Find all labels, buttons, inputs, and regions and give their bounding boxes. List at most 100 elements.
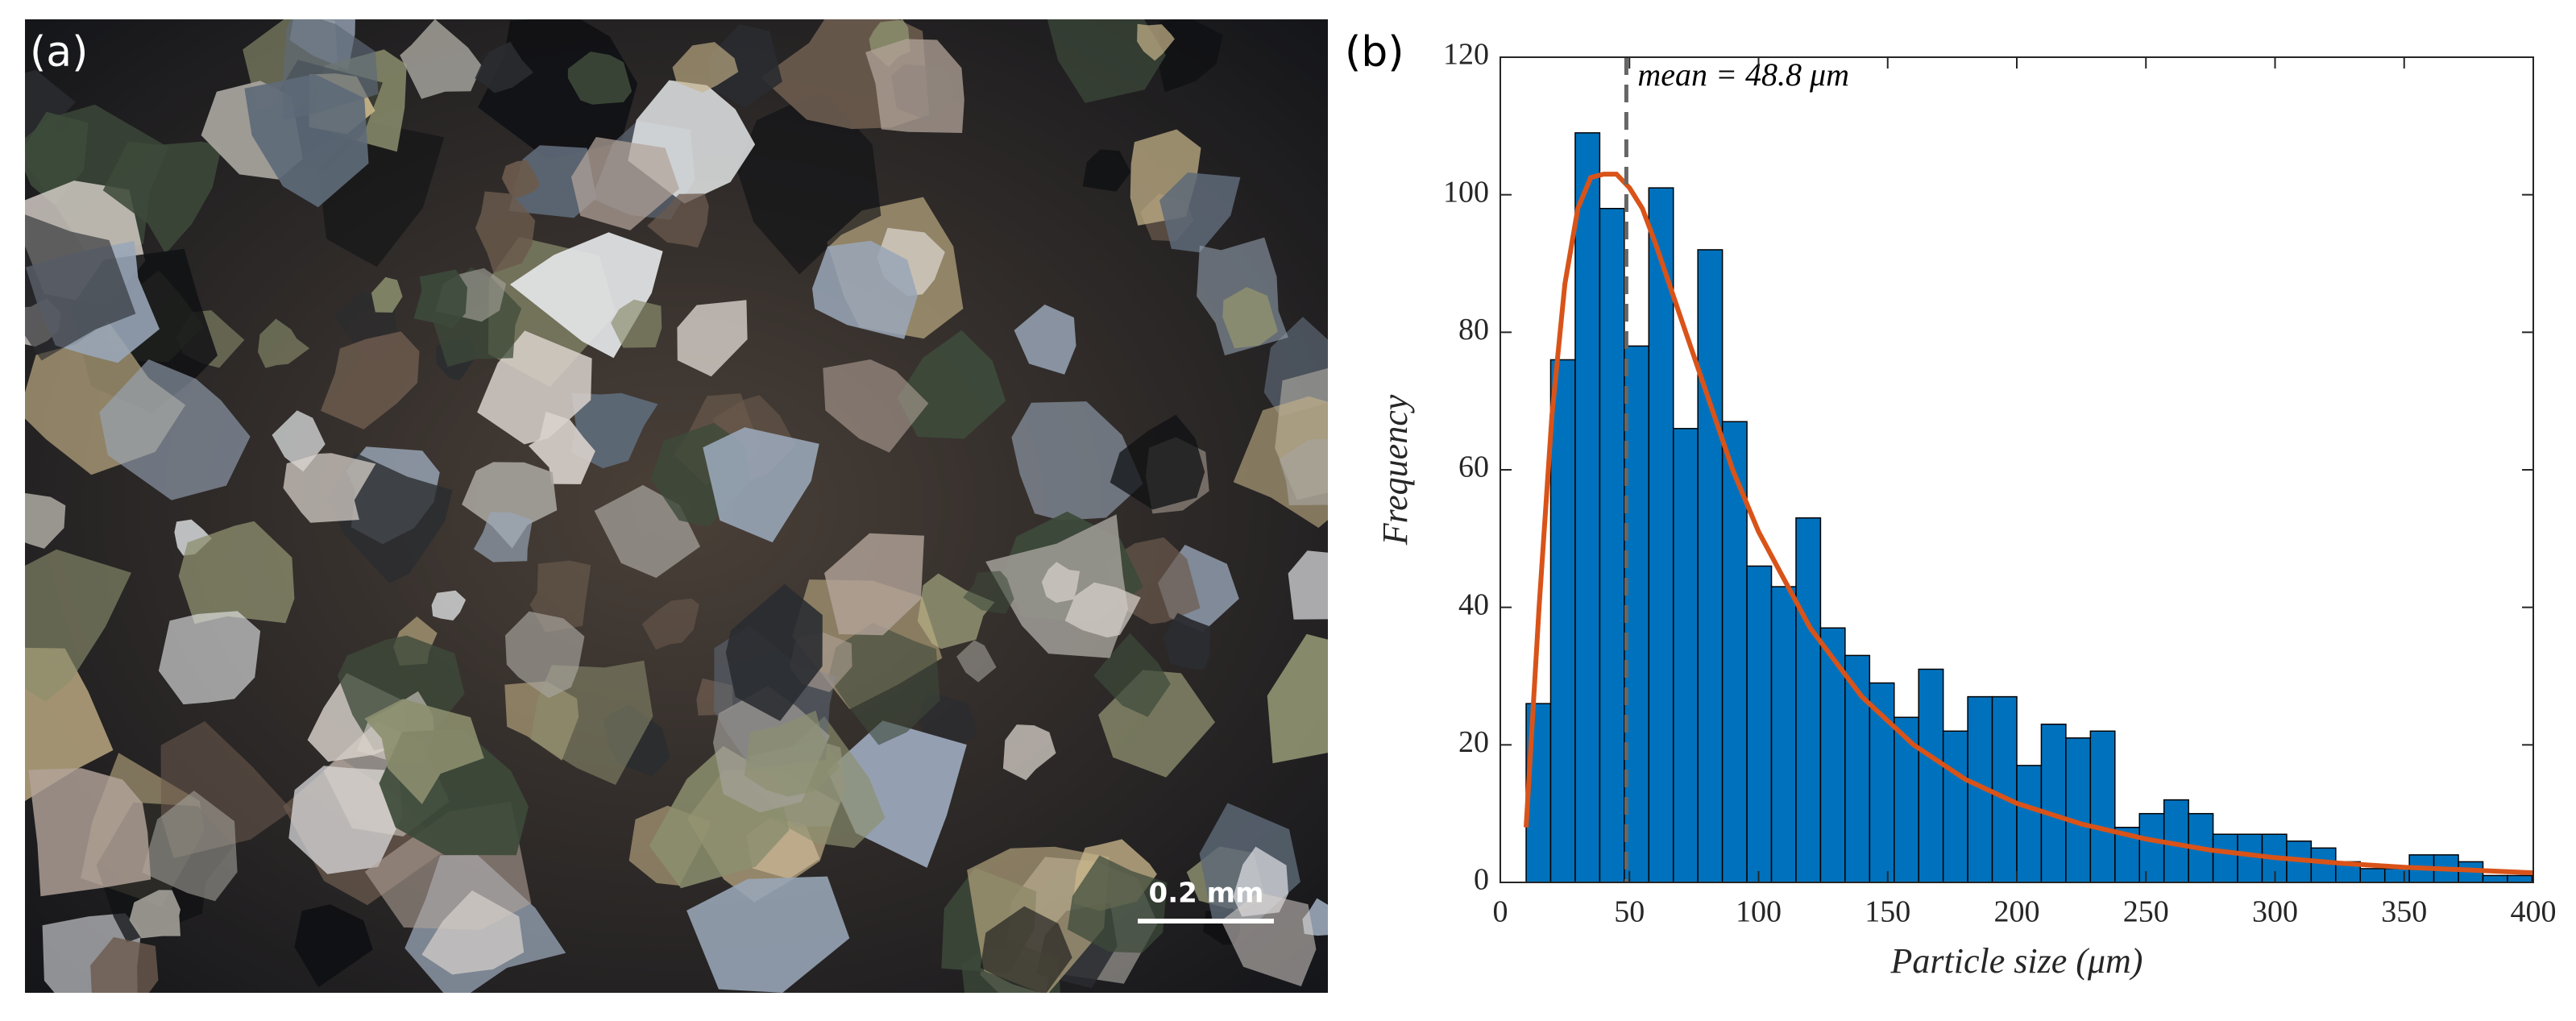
grain [283,453,376,523]
grain [1041,562,1081,603]
histogram-bar [2383,868,2410,883]
x-tick-label: 350 [2381,895,2427,929]
grain [1064,582,1141,638]
grain [963,571,1014,614]
histogram-bar [1918,668,1944,883]
histogram-bar [1795,517,1822,883]
grain [647,193,709,248]
grain [477,330,592,445]
histogram-bar [1549,359,1576,883]
grain [282,19,379,120]
grain [1082,149,1131,192]
histogram-bar [1672,428,1699,883]
grain [1011,401,1143,521]
grain [320,331,420,430]
grain [812,240,918,339]
grain [980,906,1072,993]
x-tick-label: 100 [1736,895,1782,929]
histogram-bar [1599,207,1625,883]
y-tick-label: 100 [1443,175,1489,209]
histogram-bar [2507,874,2533,883]
grain [823,359,929,453]
histogram-bar [2040,723,2067,883]
photo-grains [25,19,1328,993]
grain [1267,633,1328,764]
y-tick-label: 80 [1458,313,1489,347]
grain [508,145,597,218]
grain [364,699,484,804]
grain [294,904,373,988]
grain [1159,172,1241,253]
grain [672,42,739,93]
histogram-bar [1942,730,1968,883]
grain [258,318,310,368]
grain [1279,438,1328,505]
x-tick-label: 200 [1994,895,2040,929]
grain [725,583,823,721]
grain [413,269,467,329]
grain [824,533,924,636]
grain [865,39,964,133]
grain [142,791,238,902]
grain [570,137,679,230]
grain [1163,612,1211,670]
histogram-bar [1991,695,2018,883]
histogram-bar [1894,716,1919,883]
grain [703,427,819,543]
grain [505,611,585,699]
grain [25,549,131,702]
y-tick-label: 60 [1458,450,1489,484]
grain [529,560,591,633]
grain [501,160,540,198]
grain [1110,414,1205,510]
scale-bar-label: 0.2 mm [1149,878,1264,910]
grain [25,492,66,549]
grain [25,214,136,361]
grain [473,512,533,562]
x-tick-label: 300 [2252,895,2298,929]
grain [28,768,151,897]
histogram-bar [2482,874,2508,883]
grain [1002,724,1056,781]
x-tick-label: 150 [1865,895,1910,929]
histogram-bar [1746,565,1773,883]
grain [431,590,467,620]
x-tick-label: 250 [2123,895,2169,929]
x-tick-label: 0 [1493,895,1508,929]
histogram-bar [1770,586,1797,883]
grain [707,24,782,108]
grain [641,598,699,650]
grain [1288,550,1328,620]
panel-label: (b) [1345,28,1404,77]
grain [677,300,748,377]
grain [687,876,850,993]
grain [1222,287,1278,349]
histogram-bar [2212,833,2238,883]
grain [421,890,525,975]
grain [897,330,1006,439]
y-axis-label: Frequency [1375,394,1415,546]
grain [567,52,633,105]
histogram-bar [2016,765,2043,883]
grain [744,710,840,797]
mean-annotation: mean = 48.8 μm [1637,56,1849,93]
grain [129,890,180,939]
grain [475,191,536,273]
histogram-bar [1697,249,1724,883]
grain [244,74,369,208]
histogram-chart: mean = 48.8 μm 0 50 100 150 200 250 300 350 400 0 2… [1375,38,2556,981]
histogram-bar [2237,833,2263,883]
histogram-bar [1574,132,1601,883]
grain [1093,633,1171,717]
grain [371,276,403,313]
grain [1159,19,1223,93]
histogram-bar [2359,868,2386,883]
grain [611,299,662,348]
grain [99,359,251,500]
panel-label: (a) [30,28,88,77]
grain [1014,304,1076,375]
y-tick-label: 120 [1443,38,1489,72]
